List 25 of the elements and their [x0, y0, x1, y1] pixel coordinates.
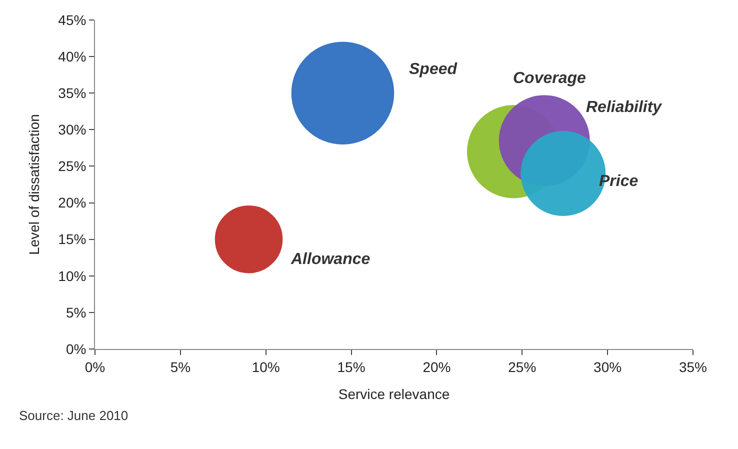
- y-tick-label: 20%: [58, 194, 86, 211]
- series-label: Speed: [409, 61, 458, 78]
- x-tick-label: 10%: [252, 358, 280, 375]
- y-tick-label: 25%: [58, 158, 86, 174]
- x-tick-label: 25%: [508, 358, 536, 375]
- series-label: Allowance: [290, 251, 370, 268]
- x-tick-label: 5%: [170, 358, 191, 375]
- y-tick-label: 35%: [58, 85, 86, 102]
- y-axis-title: Level of dissatisfaction: [26, 114, 42, 255]
- y-tick-label: 15%: [58, 231, 86, 248]
- x-tick-label: 20%: [422, 358, 451, 375]
- y-tick-label: 45%: [58, 12, 86, 28]
- y-tick-label: 30%: [58, 122, 86, 138]
- y-tick-label: 0%: [66, 340, 86, 357]
- y-tick-label: 40%: [58, 48, 86, 64]
- x-tick-label: 0%: [84, 358, 106, 375]
- y-tick-label: 5%: [66, 304, 86, 320]
- series-label: Reliability: [586, 99, 663, 116]
- series-label: Coverage: [513, 70, 586, 87]
- x-tick-label: 30%: [594, 358, 622, 375]
- x-tick-label: 15%: [337, 358, 366, 375]
- source-note: Source: June 2010: [19, 408, 128, 423]
- y-tick-label: 10%: [58, 268, 86, 284]
- x-tick-label: 35%: [678, 358, 708, 375]
- x-axis-title: Service relevance: [338, 386, 450, 402]
